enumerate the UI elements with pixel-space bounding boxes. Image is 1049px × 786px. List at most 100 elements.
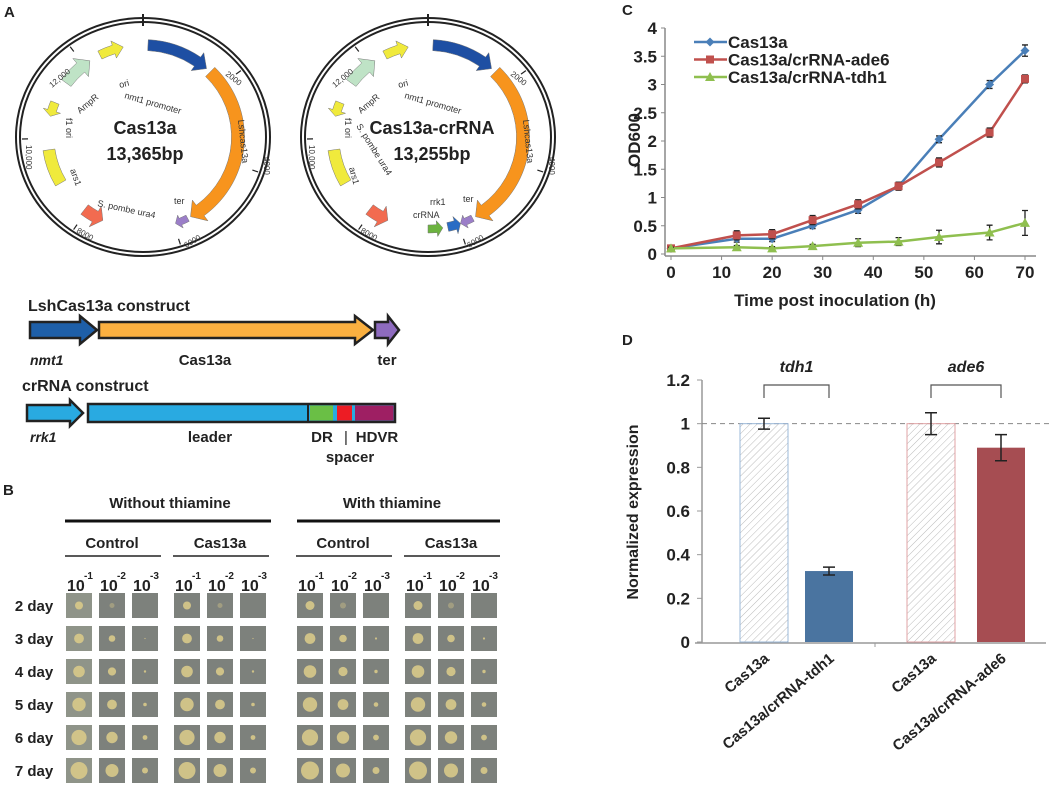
error-bar: [758, 417, 770, 430]
yeast-colony-spot: [340, 602, 346, 609]
yeast-colony-spot: [70, 762, 88, 779]
feature-label-f1-ori: f1 ori: [64, 118, 74, 138]
yeast-colony-spot: [179, 729, 195, 746]
yeast-colony-spot: [445, 699, 457, 710]
data-point: [854, 200, 863, 209]
yeast-colony-spot: [105, 764, 119, 777]
x-tick-label: 40: [864, 263, 883, 282]
feature-label-crrna: crRNA: [413, 210, 440, 220]
yeast-colony-spot: [303, 665, 317, 678]
yeast-colony-spot: [143, 670, 147, 673]
yeast-colony-spot: [180, 697, 194, 712]
dilution-base: 10: [241, 578, 259, 595]
ampr-feature: [60, 58, 91, 87]
error-bar: [995, 433, 1007, 462]
dilution-exponent: -2: [117, 571, 126, 582]
y-tick-label: 0.2: [666, 589, 690, 608]
yeast-colony-spot: [482, 669, 486, 674]
feature-label-ampr: AmpR: [75, 91, 101, 115]
data-point: [985, 128, 994, 137]
yeast-colony-spot: [373, 734, 379, 741]
condition-label: Without thiamine: [109, 495, 231, 512]
plate-spot-image: [132, 593, 158, 618]
yeast-colony-spot: [71, 729, 87, 746]
dilution-exponent: -3: [258, 571, 267, 582]
promoter-label: nmt1: [30, 352, 64, 368]
yeast-colony-spot: [72, 697, 86, 712]
data-point: [1020, 217, 1030, 227]
gene-label: Cas13a: [179, 352, 232, 369]
feature-label-ori: ori: [118, 78, 130, 90]
yeast-colony-spot: [75, 601, 83, 610]
dilution-base: 10: [439, 578, 457, 595]
data-point: [893, 236, 904, 246]
dilution-base: 10: [133, 578, 151, 595]
data-point: [1021, 74, 1029, 83]
crrna-construct: crRNA construct rrk1 leader DR | HDVR sp…: [22, 378, 398, 466]
yeast-colony-spot: [448, 602, 454, 609]
feature-label-nmt1: nmt1 promoter: [123, 90, 182, 116]
x-tick-label: 30: [813, 263, 832, 282]
feature-label-ars1: ars1: [68, 167, 83, 187]
yeast-colony-spot: [480, 767, 488, 774]
y-axis-title: OD600: [625, 113, 644, 167]
data-point: [853, 237, 864, 247]
yeast-colony-spot: [251, 702, 255, 707]
ars1-feature: [327, 148, 352, 187]
yeast-colony-spot: [374, 637, 378, 640]
yeast-colony-spot: [250, 735, 256, 740]
x-category-label: Cas13a: [888, 650, 940, 697]
data-point: [732, 231, 741, 240]
day-label: 3 day: [15, 631, 54, 648]
dilution-base: 10: [208, 578, 226, 595]
construct-title: LshCas13a construct: [28, 298, 191, 315]
yeast-colony-spot: [215, 699, 225, 710]
strain-label: Cas13a: [194, 535, 247, 552]
data-point: [934, 134, 944, 144]
lshcas13a-feature: [190, 66, 245, 222]
x-category-label: Cas13a: [721, 650, 773, 697]
promoter-label: rrk1: [30, 429, 57, 445]
strain-label: Control: [316, 535, 369, 552]
yeast-colony-spot: [409, 729, 427, 746]
yeast-colony-spot: [410, 697, 426, 712]
spacer-pointer: |: [344, 429, 348, 446]
x-tick-label: 20: [763, 263, 782, 282]
bar: [977, 447, 1025, 642]
nmt1-promoter-arrow: [28, 313, 99, 347]
feature-label-lshcas13a: Lshcas13a: [521, 119, 535, 163]
x-category-label: Cas13a/crRNA-ade6: [889, 650, 1009, 755]
dilution-base: 10: [175, 578, 193, 595]
y-tick-label: 0.6: [666, 502, 690, 521]
position-tick: [520, 70, 527, 75]
rrk1-promoter-feature: [446, 215, 461, 235]
yeast-colony-spot: [444, 731, 458, 744]
yeast-colony-spot: [301, 729, 319, 746]
gene-label: ade6: [948, 359, 985, 376]
f1-ori-feature: [327, 100, 347, 117]
yeast-colony-spot: [178, 762, 196, 779]
ter-feature: [460, 214, 475, 229]
yeast-colony-spot: [215, 667, 225, 676]
comparison-bracket: [930, 384, 1002, 398]
plasmid-size: 13,365bp: [106, 144, 183, 164]
day-label: 6 day: [15, 730, 54, 747]
bar: [739, 423, 789, 643]
plasmid-name: Cas13a-crRNA: [369, 118, 494, 138]
condition-label: With thiamine: [343, 495, 441, 512]
yeast-colony-spot: [305, 601, 315, 610]
plate-spot-image: [363, 593, 389, 618]
yeast-colony-spot: [374, 669, 378, 674]
yeast-colony-spot: [251, 670, 255, 673]
plate-spot-image: [438, 593, 464, 618]
panel-label-b: B: [3, 482, 14, 499]
yeast-colony-spot: [372, 767, 380, 774]
yeast-colony-spot: [336, 731, 350, 744]
feature-label-ter: ter: [174, 196, 185, 206]
plate-spot-image: [471, 593, 497, 618]
x-tick-label: 10: [712, 263, 731, 282]
feature-label-ter: ter: [463, 194, 474, 204]
plasmid-size: 13,255bp: [393, 144, 470, 164]
gene-label: tdh1: [780, 359, 814, 376]
